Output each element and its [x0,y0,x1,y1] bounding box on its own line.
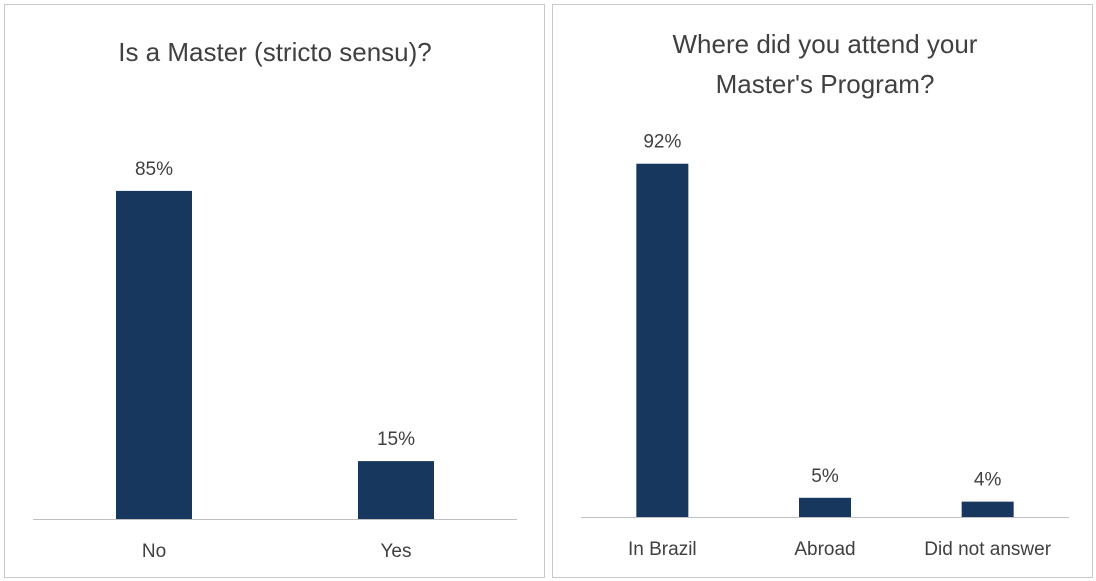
chart-title: Is a Master (stricto sensu)? [118,37,432,67]
bar-2 [961,501,1014,517]
bar-0 [636,163,689,517]
bar-1 [799,497,851,517]
chart-title-line-2: Master's Program? [716,69,935,99]
data-label-1: 5% [811,466,839,487]
x-tick-label-2: Did not answer [924,539,1051,560]
chart-panel-master-status: Is a Master (stricto sensu)? 85% No 15% Yes [4,4,545,578]
x-tick-label-0: No [142,541,166,562]
x-tick-label-1: Abroad [794,539,855,560]
data-label-2: 4% [974,470,1002,491]
chart-master-status: Is a Master (stricto sensu)? 85% No 15% Yes [33,37,517,562]
data-label-0: 85% [135,159,173,180]
chart-panel-master-location: Where did you attend your Master's Progr… [552,4,1093,578]
data-label-0: 92% [643,132,681,153]
x-tick-label-1: Yes [381,541,412,562]
chart-master-location: Where did you attend your Master's Progr… [581,29,1069,560]
bar-0 [116,190,192,519]
chart-title-line-1: Where did you attend your [673,29,978,59]
x-tick-label-0: In Brazil [628,539,697,560]
data-label-1: 15% [377,429,415,450]
bar-1 [358,461,434,519]
